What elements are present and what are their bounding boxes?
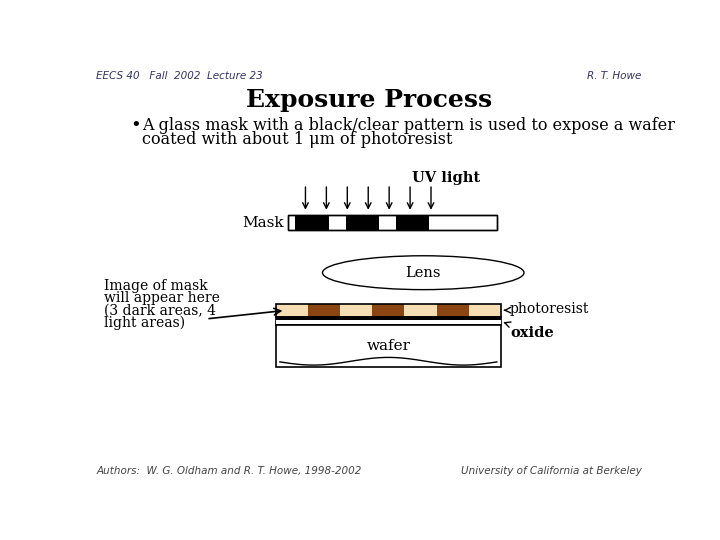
Bar (372, 303, 405, 318)
Bar (436, 303, 469, 318)
Text: (3 dark areas, 4: (3 dark areas, 4 (104, 303, 216, 318)
Text: UV light: UV light (413, 171, 480, 185)
Text: Mask: Mask (242, 215, 284, 230)
Text: Image of mask: Image of mask (104, 279, 207, 293)
Bar (346, 215, 379, 231)
Text: Lens: Lens (405, 266, 441, 280)
Text: light areas): light areas) (104, 316, 185, 330)
Bar (276, 303, 308, 318)
Ellipse shape (323, 256, 524, 289)
Text: A glass mask with a black/clear pattern is used to expose a wafer: A glass mask with a black/clear pattern … (142, 117, 675, 134)
Text: Authors:  W. G. Oldham and R. T. Howe, 1998-2002: Authors: W. G. Oldham and R. T. Howe, 19… (96, 466, 361, 476)
Text: oxide: oxide (505, 322, 554, 340)
Bar (405, 303, 436, 318)
Text: photoresist: photoresist (504, 302, 590, 316)
Bar (341, 303, 372, 318)
Text: R. T. Howe: R. T. Howe (588, 71, 642, 81)
Bar (276, 303, 500, 318)
Bar (287, 215, 497, 231)
Bar (276, 320, 500, 323)
Text: will appear here: will appear here (104, 291, 220, 305)
Text: wafer: wafer (366, 339, 410, 353)
Bar (276, 318, 500, 325)
Bar (276, 325, 500, 367)
Bar (295, 215, 329, 231)
Text: coated with about 1 μm of photoresist: coated with about 1 μm of photoresist (142, 131, 452, 148)
Text: University of California at Berkeley: University of California at Berkeley (461, 466, 642, 476)
Text: •: • (130, 117, 141, 135)
Bar (308, 303, 341, 318)
Bar (469, 303, 500, 318)
Bar (396, 215, 429, 231)
Text: EECS 40   Fall  2002  Lecture 23: EECS 40 Fall 2002 Lecture 23 (96, 71, 263, 81)
Bar (287, 215, 497, 231)
Text: Exposure Process: Exposure Process (246, 88, 492, 112)
